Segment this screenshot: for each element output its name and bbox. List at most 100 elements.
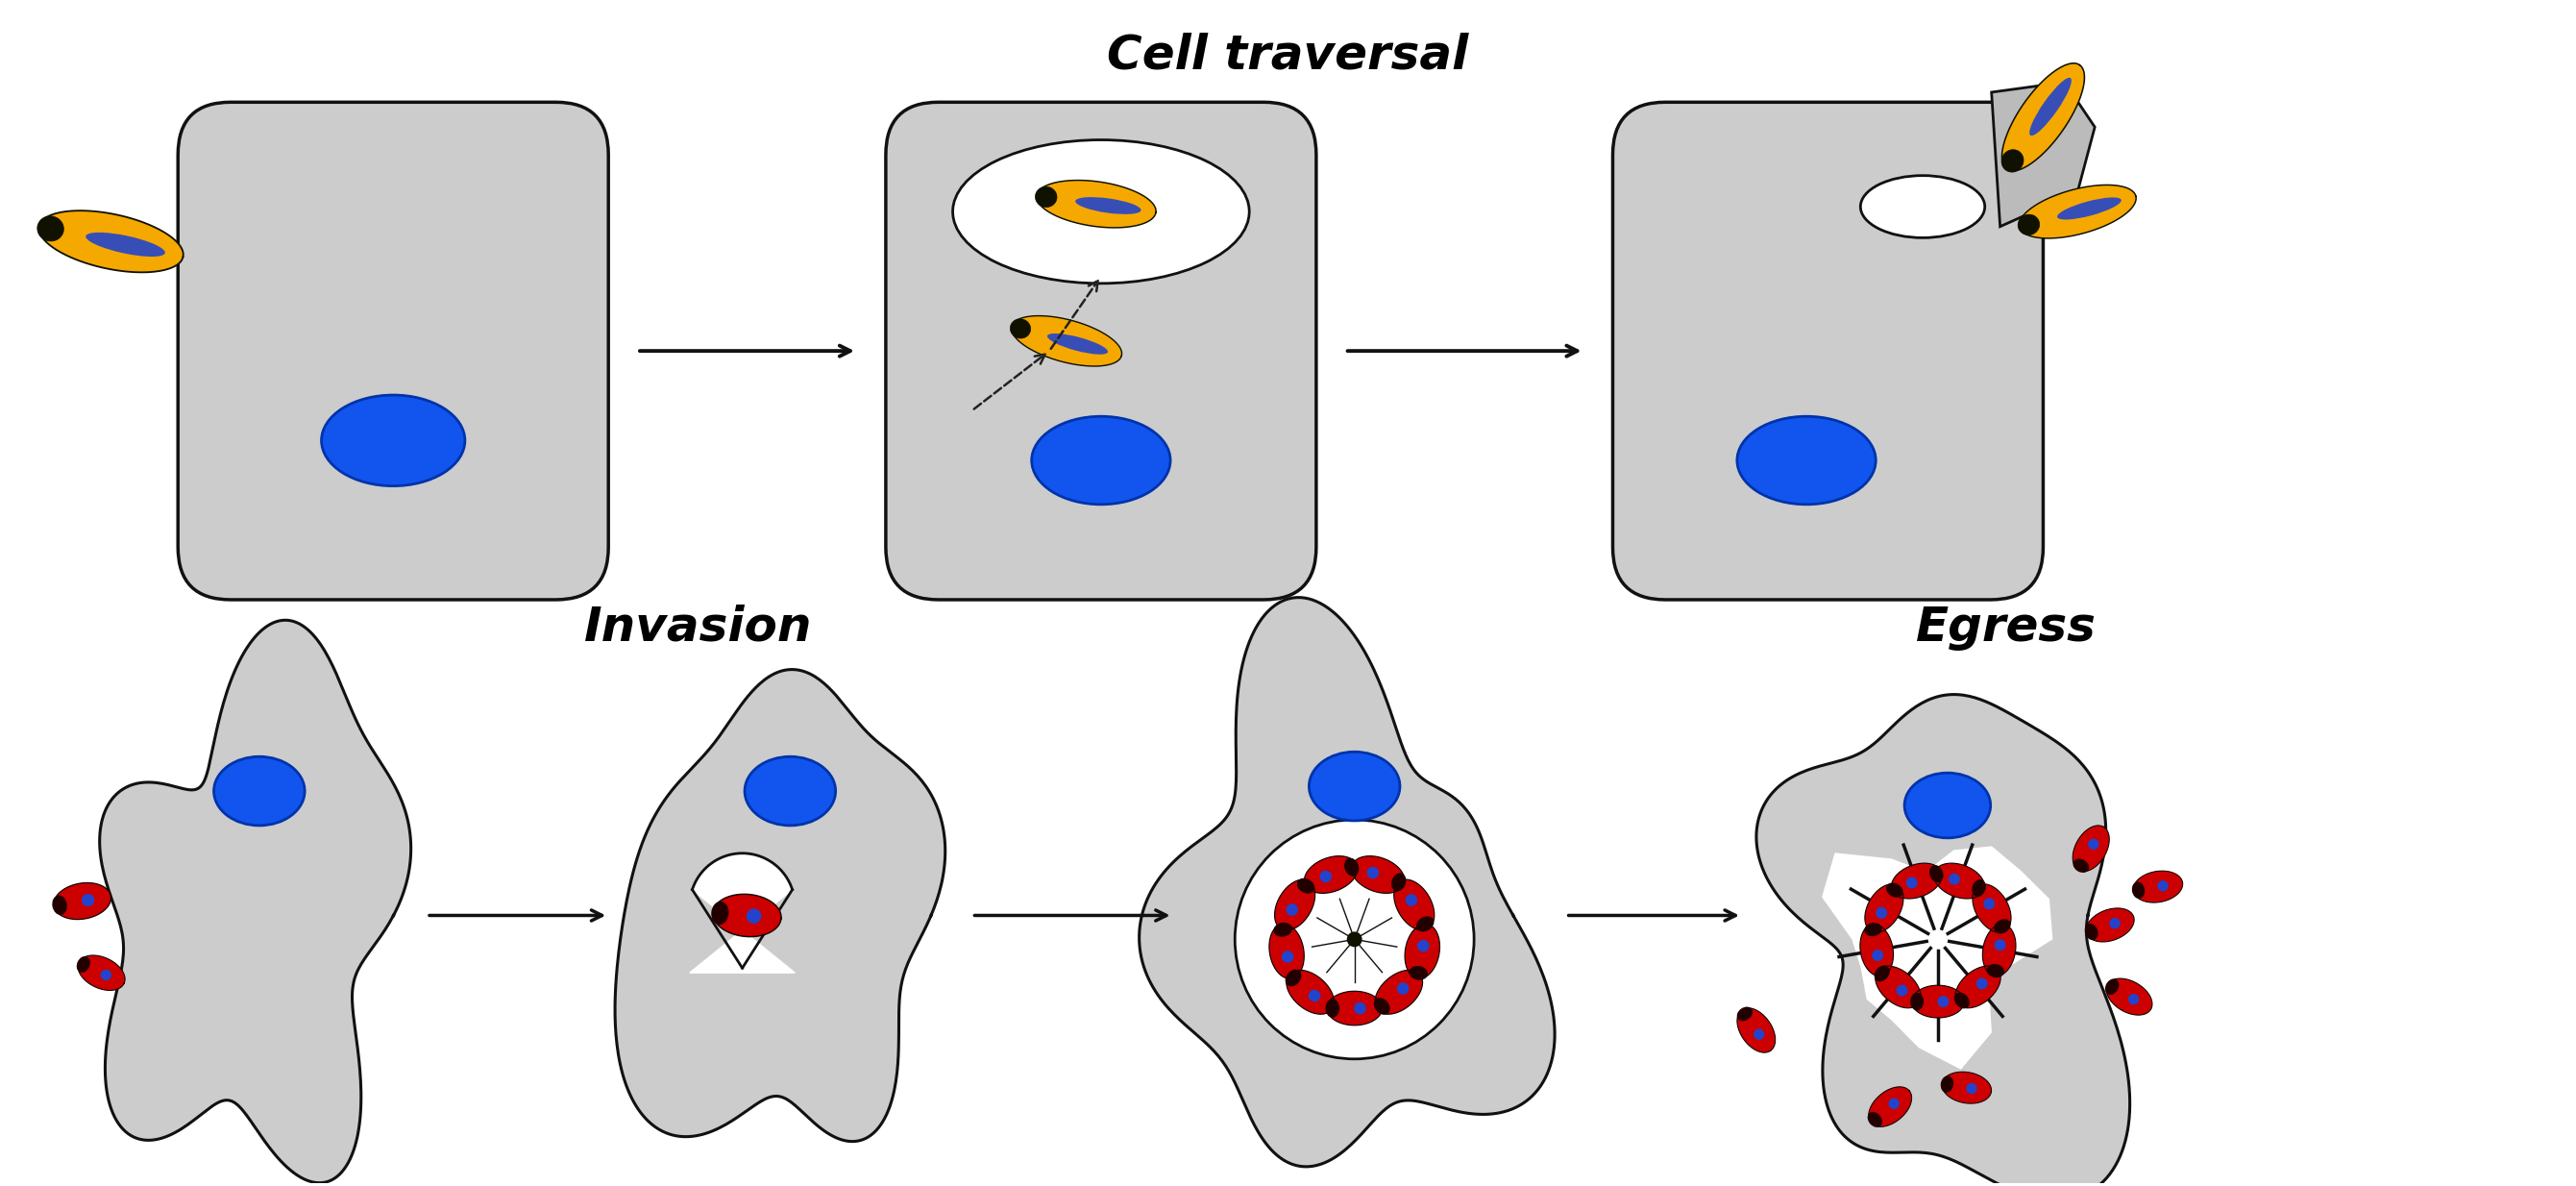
Ellipse shape (1409, 965, 1427, 980)
Ellipse shape (322, 395, 464, 486)
Polygon shape (1757, 695, 2130, 1186)
Ellipse shape (1273, 923, 1293, 937)
Circle shape (1406, 894, 1417, 906)
Ellipse shape (1736, 1007, 1752, 1021)
Polygon shape (1868, 1086, 1911, 1127)
Ellipse shape (744, 757, 835, 825)
Ellipse shape (1736, 416, 1875, 504)
Polygon shape (1376, 970, 1422, 1014)
Polygon shape (1935, 863, 1984, 899)
Polygon shape (1865, 884, 1904, 932)
Ellipse shape (1327, 999, 1340, 1018)
Ellipse shape (1986, 964, 2004, 977)
Polygon shape (1404, 924, 1440, 978)
Ellipse shape (1048, 333, 1108, 355)
Circle shape (1754, 1029, 1765, 1040)
Ellipse shape (2074, 859, 2089, 873)
Polygon shape (1991, 82, 2094, 227)
Circle shape (1873, 950, 1883, 961)
Polygon shape (690, 853, 796, 973)
Circle shape (1937, 996, 1950, 1007)
FancyBboxPatch shape (886, 102, 1316, 600)
Polygon shape (1911, 986, 1965, 1018)
Circle shape (1285, 904, 1298, 916)
Circle shape (1888, 1098, 1899, 1109)
Ellipse shape (1030, 416, 1170, 504)
Ellipse shape (1886, 882, 1904, 898)
Ellipse shape (2084, 924, 2097, 940)
Circle shape (1319, 871, 1332, 882)
Polygon shape (714, 894, 781, 937)
Ellipse shape (1911, 993, 1924, 1010)
Ellipse shape (1929, 865, 1942, 882)
Polygon shape (1270, 924, 1303, 978)
Ellipse shape (2105, 978, 2120, 995)
Ellipse shape (85, 232, 165, 256)
Circle shape (1283, 951, 1293, 963)
Ellipse shape (1391, 873, 1406, 892)
Ellipse shape (1994, 919, 2012, 933)
Polygon shape (1955, 965, 2002, 1008)
Text: Cell traversal: Cell traversal (1108, 32, 1468, 78)
Polygon shape (1036, 180, 1157, 228)
Polygon shape (1891, 863, 1942, 899)
Ellipse shape (1036, 186, 1056, 208)
Polygon shape (1012, 315, 1121, 366)
Circle shape (1347, 932, 1363, 946)
Ellipse shape (77, 956, 90, 973)
Polygon shape (616, 669, 945, 1141)
Polygon shape (1394, 880, 1435, 930)
Circle shape (100, 969, 111, 981)
Polygon shape (1860, 924, 1893, 976)
Ellipse shape (711, 901, 729, 925)
Polygon shape (1736, 1008, 1775, 1052)
Circle shape (2110, 918, 2120, 929)
Ellipse shape (1940, 1076, 1953, 1092)
Polygon shape (1139, 598, 1556, 1167)
Polygon shape (2074, 825, 2110, 872)
Polygon shape (2133, 871, 2182, 903)
Ellipse shape (1285, 969, 1301, 987)
Polygon shape (1984, 924, 2017, 976)
Circle shape (1396, 982, 1409, 995)
Polygon shape (1285, 970, 1334, 1014)
Circle shape (1896, 984, 1909, 996)
Polygon shape (77, 955, 126, 990)
Circle shape (1417, 939, 1430, 952)
Ellipse shape (953, 140, 1249, 283)
Polygon shape (1303, 856, 1358, 893)
Circle shape (1984, 898, 1994, 910)
Ellipse shape (1373, 997, 1391, 1015)
Polygon shape (39, 211, 183, 273)
Circle shape (1976, 978, 1989, 989)
Ellipse shape (2017, 215, 2040, 235)
Ellipse shape (1345, 857, 1360, 876)
Polygon shape (2002, 63, 2084, 171)
Ellipse shape (1971, 879, 1986, 897)
Circle shape (1994, 939, 2007, 951)
Circle shape (2089, 839, 2099, 849)
Ellipse shape (214, 757, 304, 825)
Polygon shape (2020, 185, 2136, 238)
Circle shape (1875, 907, 1888, 918)
Ellipse shape (1875, 965, 1891, 982)
Circle shape (1309, 989, 1321, 1002)
FancyBboxPatch shape (1613, 102, 2043, 600)
Polygon shape (2107, 978, 2151, 1015)
Circle shape (747, 908, 762, 924)
Polygon shape (1352, 856, 1404, 893)
Ellipse shape (1865, 923, 1883, 936)
Polygon shape (1942, 1072, 1991, 1103)
Ellipse shape (1860, 176, 1986, 237)
Polygon shape (1973, 884, 2012, 932)
Ellipse shape (1904, 773, 1991, 839)
Ellipse shape (1417, 917, 1435, 932)
Polygon shape (1991, 93, 2048, 236)
Ellipse shape (2133, 881, 2146, 899)
Circle shape (2159, 880, 2169, 892)
Circle shape (82, 894, 95, 906)
Ellipse shape (2058, 197, 2120, 219)
Circle shape (1947, 873, 1960, 885)
Ellipse shape (1010, 319, 1030, 338)
Ellipse shape (1296, 878, 1314, 893)
